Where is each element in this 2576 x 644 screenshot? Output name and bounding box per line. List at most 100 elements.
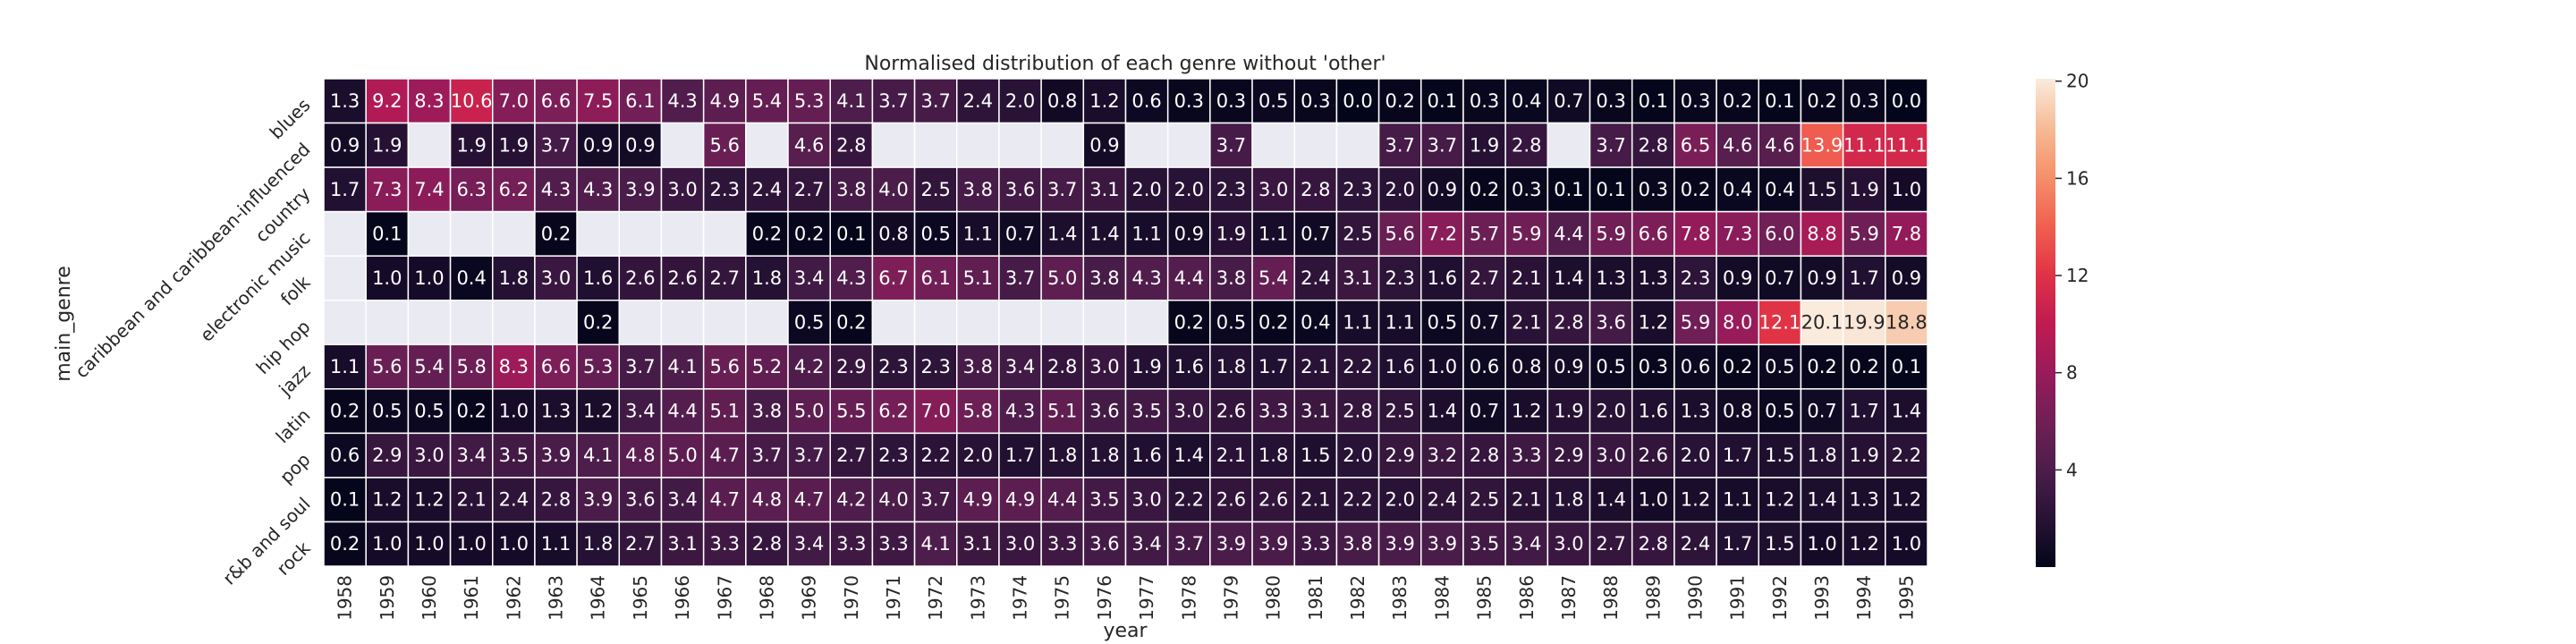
heatmap-cell [913,166,958,213]
cell-value-label: 0.1 [1765,90,1794,112]
heatmap-cell [1082,166,1127,213]
heatmap-cell [1124,166,1169,213]
heatmap-cell [365,299,410,346]
cell-value-label: 1.5 [1807,179,1836,200]
cell-value-label: 3.5 [1470,533,1499,555]
cell-value-label: 0.2 [836,312,866,334]
heatmap-cell [365,255,410,301]
cell-value-label: 4.4 [667,401,697,422]
heatmap-cell [1293,477,1338,523]
cell-value-label: 1.9 [1554,401,1583,422]
heatmap-cell [1082,299,1127,346]
cell-value-label: 1.9 [1850,179,1879,200]
cell-value-label: 3.0 [1174,401,1204,422]
cell-value-label: 2.6 [667,267,697,289]
heatmap-cell [1251,388,1295,435]
cell-value-label: 1.1 [330,356,360,377]
cell-value-label: 6.3 [456,179,486,200]
cell-value-label: 0.2 [330,401,360,422]
cell-value-label: 0.9 [1554,356,1583,377]
cell-value-label: 3.4 [667,489,697,511]
heatmap-cell [576,343,621,390]
cell-value-label: 0.1 [1428,90,1457,112]
heatmap-cell [956,210,1000,257]
cell-value-label: 5.6 [710,134,740,156]
cell-value-label: 4.3 [541,179,571,200]
heatmap-cell [871,78,916,124]
heatmap-cell [829,255,874,301]
cell-value-label: 8.0 [1723,312,1752,334]
cell-value-label: 3.7 [625,356,655,377]
heatmap-cell [1166,122,1211,168]
cell-value-label: 0.1 [836,223,866,244]
heatmap-cell [829,388,874,435]
cell-value-label: 2.0 [1681,445,1710,466]
cell-value-label: 0.2 [1258,312,1288,334]
heatmap-cell [745,388,789,435]
heatmap-cell [1462,255,1506,301]
heatmap-cell [407,299,452,346]
heatmap-cell [1758,210,1802,257]
cell-value-label: 1.1 [963,223,993,244]
cell-value-label: 1.2 [372,489,402,511]
heatmap-cell [1800,432,1844,479]
heatmap-cell [491,166,536,213]
cell-value-label: 1.5 [1765,533,1794,555]
heatmap-cell [1124,210,1169,257]
heatmap-cell [1420,78,1464,124]
cell-value-label: 2.0 [1596,401,1625,422]
cell-value-label: 2.8 [1301,179,1330,200]
heatmap-cell [1166,255,1211,301]
x-axis-label: year [1103,620,1148,642]
heatmap-cell [1716,432,1760,479]
cell-value-label: 0.1 [330,489,360,511]
heatmap-cell [660,521,705,567]
heatmap-cell [787,122,831,168]
cell-value-label: 1.4 [1596,489,1625,511]
cell-value-label: 2.8 [1512,134,1541,156]
cell-value-label: 0.2 [583,312,613,334]
heatmap-cell [1885,388,1928,435]
cell-value-label: 0.7 [1807,401,1836,422]
heatmap-cell [871,166,916,213]
cell-value-label: 0.2 [1850,356,1879,377]
heatmap-cell [660,122,705,168]
heatmap-cell [449,521,494,567]
cell-value-label: 0.5 [372,401,402,422]
cell-value-label: 4.0 [878,489,908,511]
cell-value-label: 3.0 [1089,356,1119,377]
heatmap-cell [1462,521,1506,567]
cell-value-label: 2.8 [752,533,782,555]
cell-value-label: 0.7 [1765,267,1794,289]
cell-value-label: 0.9 [625,134,655,156]
heatmap-cell [1589,521,1633,567]
heatmap-cell [407,477,452,523]
heatmap-cell [1546,388,1591,435]
cell-value-label: 3.1 [1301,401,1330,422]
cell-value-label: 3.6 [1089,533,1119,555]
x-tick-label: 1969 [799,575,820,621]
heatmap-cell [913,122,958,168]
x-tick-label: 1974 [1010,575,1031,621]
heatmap-cell [618,78,663,124]
heatmap-cell [871,477,916,523]
cell-value-label: 1.3 [1681,401,1710,422]
cell-value-label: 1.9 [499,134,529,156]
x-tick-label: 1967 [714,575,735,621]
cell-value-label: 1.9 [1131,356,1161,377]
heatmap-cell [871,432,916,479]
heatmap-cell [1124,388,1169,435]
cell-value-label: 4.3 [667,90,697,112]
cell-value-label: 0.0 [1343,90,1372,112]
cell-value-label: 7.3 [1723,223,1752,244]
cell-value-label: 1.0 [1892,179,1921,200]
cell-value-label: 1.3 [541,401,571,422]
heatmap-cell [1589,210,1633,257]
heatmap-cell [1758,432,1802,479]
cell-value-label: 2.1 [1512,267,1541,289]
cell-value-label: 3.0 [414,445,444,466]
x-tick-label: 1978 [1178,575,1199,621]
cell-value-label: 0.4 [1723,179,1752,200]
heatmap-cell [534,343,578,390]
cell-value-label: 2.0 [1131,179,1161,200]
